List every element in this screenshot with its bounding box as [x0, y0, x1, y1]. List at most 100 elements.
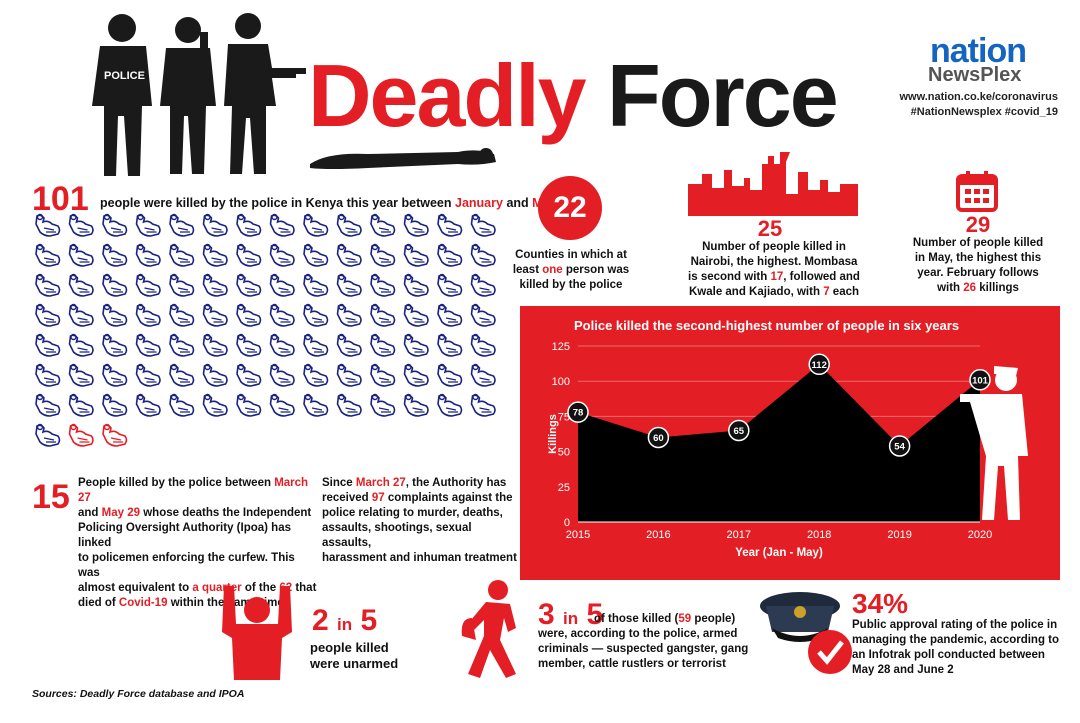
x-tick-label: 2019: [887, 529, 911, 541]
killings-area-chart: 0 25 50 75 100 125 2015 2016 2017 2018 2019 2020 78 6…: [547, 341, 1028, 559]
nairobi-line2: Nairobi, the highest. Mombasa: [690, 256, 858, 268]
criminals-text: of those killed (59 people) were, accord…: [538, 613, 749, 670]
victim-icon: [35, 213, 61, 237]
victim-icon: [269, 333, 295, 357]
victim-icon: [269, 393, 295, 417]
nairobi-line1: Number of people killed in: [702, 241, 846, 253]
victim-icon: [303, 363, 329, 387]
victim-icon: [336, 273, 362, 297]
x-tick-label: 2018: [807, 529, 831, 541]
nairobi-number: 25: [757, 216, 783, 241]
victim-icon: [202, 393, 228, 417]
hands-up-icon: [222, 586, 292, 680]
victim-icon: [202, 213, 228, 237]
y-tick-label: 50: [558, 447, 570, 459]
victim-icon: [437, 273, 463, 297]
criminals-ratio: 3 in 5: [538, 598, 604, 631]
victim-icon: [269, 303, 295, 327]
nairobi-line3: is second with 17, followed and: [688, 271, 860, 283]
victim-icon: [303, 213, 329, 237]
victim-icon: [135, 303, 161, 327]
may-number: 29: [965, 212, 991, 237]
victim-icon: [202, 363, 228, 387]
data-label: 112: [812, 360, 827, 371]
victim-icon: [370, 213, 396, 237]
victim-icon: [236, 333, 262, 357]
victim-icon: [202, 333, 228, 357]
chart-title: Police killed the second-highest number …: [574, 318, 960, 333]
x-tick-label: 2017: [727, 529, 751, 541]
counties-circle: 22: [538, 176, 602, 240]
may-text: Number of people killed in May, the high…: [906, 236, 1050, 296]
title-deadly: Deadly: [308, 46, 587, 145]
victim-icon: [135, 243, 161, 267]
data-point: [969, 369, 991, 391]
victim-icon: [135, 363, 161, 387]
y-tick-label: 75: [558, 411, 570, 423]
victim-icon: [370, 303, 396, 327]
nairobi-line4: Kwale and Kajiado, with 7 each: [688, 286, 860, 298]
source-links: www.nation.co.ke/coronavirus #NationNews…: [868, 90, 1058, 120]
victim-icon: [169, 303, 195, 327]
victim-icon: [102, 363, 128, 387]
victim-icon: [470, 363, 496, 387]
victim-icon: [403, 333, 429, 357]
brand-nation: nation: [930, 32, 1027, 70]
website-link[interactable]: www.nation.co.ke/coronavirus: [899, 91, 1058, 103]
counties-line1: Counties in which at: [515, 249, 627, 261]
victim-icon: [269, 363, 295, 387]
unarmed-ratio: 2 in 5: [312, 604, 378, 637]
y-tick-label: 100: [552, 376, 570, 388]
victim-icon: [102, 303, 128, 327]
victim-icon: [336, 243, 362, 267]
victim-icon: [35, 273, 61, 297]
victim-icon: [135, 273, 161, 297]
victim-icon: [336, 303, 362, 327]
nairobi-skyline-icon: [688, 152, 858, 216]
victim-icon: [269, 243, 295, 267]
victim-icon: [269, 213, 295, 237]
victim-icon: [437, 363, 463, 387]
victim-icon: [336, 393, 362, 417]
victim-icon: [403, 213, 429, 237]
victim-icon: [68, 243, 94, 267]
approval-text: Public approval rating of the police in …: [852, 619, 1060, 676]
victim-icon: [336, 363, 362, 387]
victim-icon: [102, 273, 128, 297]
approval-percent: 34%: [852, 588, 909, 619]
victim-icon: [303, 303, 329, 327]
victim-icon: [370, 363, 396, 387]
victim-icon: [35, 333, 61, 357]
victim-icon: [336, 213, 362, 237]
police-cap-icon: [760, 592, 852, 674]
victim-icon: [370, 243, 396, 267]
running-thief-icon: [461, 580, 516, 678]
victim-icon: [135, 393, 161, 417]
victim-icon: [35, 363, 61, 387]
victim-icon: [303, 243, 329, 267]
police-vest-label: POLICE: [104, 70, 145, 82]
hashtags: #NationNewsplex #covid_19: [910, 106, 1058, 118]
victim-icon: [102, 243, 128, 267]
x-axis-label: Year (Jan - May): [735, 547, 823, 559]
area-series: [578, 364, 980, 522]
police-silhouettes-icon: [92, 13, 306, 176]
shooter-silhouette-icon: [960, 366, 1028, 520]
victim-icon: [303, 273, 329, 297]
victim-icon-grid: [35, 213, 496, 447]
victim-icon: [236, 393, 262, 417]
victim-icon: [169, 273, 195, 297]
data-label: 60: [653, 433, 664, 444]
unarmed-text: people killed were unarmed: [310, 640, 399, 671]
victim-icon: [102, 333, 128, 357]
victim-icon: [169, 393, 195, 417]
data-point: [808, 353, 830, 376]
victim-icon: [68, 333, 94, 357]
victim-icon: [437, 393, 463, 417]
victim-icon: [169, 213, 195, 237]
victim-icon: [35, 423, 61, 447]
victim-icon: [403, 363, 429, 387]
victim-icon: [437, 213, 463, 237]
brand-newsplex: NewsPlex: [928, 64, 1022, 86]
victim-icon: [403, 393, 429, 417]
